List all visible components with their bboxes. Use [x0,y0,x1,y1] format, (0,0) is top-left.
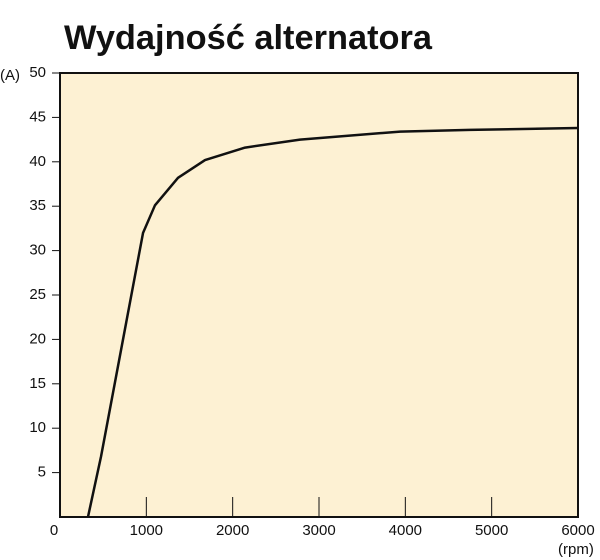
x-tick-label: 5000 [475,522,508,539]
y-tick-label: 15 [29,375,46,392]
x-tick-label: 4000 [389,522,422,539]
y-tick-label: 35 [29,197,46,214]
x-tick-label: 3000 [302,522,335,539]
x-axis-label: (rpm) [558,541,594,558]
y-tick-label: 40 [29,153,46,170]
y-tick-label: 5 [38,464,46,481]
y-tick-label: 30 [29,242,46,259]
x-tick-label: 2000 [216,522,249,539]
y-tick-label: 25 [29,286,46,303]
plot-area [60,73,578,517]
y-axis-label: (A) [0,67,20,84]
y-tick-label: 10 [29,419,46,436]
chart-title: Wydajność alternatora [64,19,433,57]
x-tick-label: 1000 [130,522,163,539]
y-tick-label: 50 [29,64,46,81]
x-tick-label: 6000 [561,522,594,539]
x-tick-label: 0 [50,522,58,539]
data-line [86,126,579,518]
y-tick-label: 20 [29,330,46,347]
y-tick-label: 45 [29,108,46,125]
plot-frame [59,72,579,518]
